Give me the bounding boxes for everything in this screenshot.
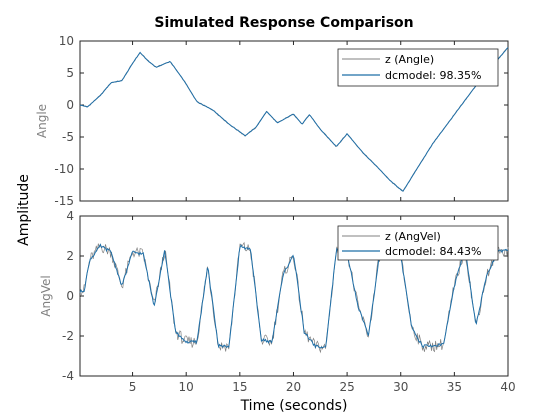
angle-model-line [79, 47, 509, 192]
x-tick-label: 20 [286, 380, 301, 394]
x-tick-label: 40 [500, 380, 515, 394]
angvel-model-line [79, 243, 509, 349]
angvel-legend: z (AngVel) dcmodel: 84.43% [337, 225, 499, 261]
x-tick-label: 10 [179, 380, 194, 394]
angvel-x-ticks: 5 10 15 20 25 30 35 40 [129, 216, 516, 394]
angvel-legend-box [337, 225, 499, 261]
angvel-panel: 5 10 15 20 25 30 35 40 -4 -2 0 2 4 AngVel z (AngVel… [39, 209, 516, 394]
angvel-legend-measured-label: z (AngVel) [385, 230, 441, 243]
angle-legend-model-label: dcmodel: 98.35% [385, 69, 481, 82]
angvel-y-ticks: -4 -2 0 2 4 [62, 209, 508, 383]
angvel-legend-model-label: dcmodel: 84.43% [385, 245, 481, 258]
angle-legend: z (Angle) dcmodel: 98.35% [337, 48, 499, 87]
angle-y-ticks: -15 -10 -5 0 5 10 [54, 34, 508, 208]
y-tick-label: -15 [54, 194, 74, 208]
angle-legend-measured-label: z (Angle) [385, 53, 434, 66]
y-tick-label: 5 [66, 66, 74, 80]
y-tick-label: 2 [66, 249, 74, 263]
y-tick-label: -4 [62, 369, 74, 383]
y-tick-label: 4 [66, 209, 74, 223]
angvel-y-label: AngVel [39, 275, 53, 316]
y-tick-label: -10 [54, 162, 74, 176]
y-tick-label: 10 [59, 34, 74, 48]
x-tick-label: 25 [339, 380, 354, 394]
y-tick-label: 0 [66, 289, 74, 303]
angle-x-ticks [132, 41, 509, 201]
y-axis-label: Amplitude [16, 174, 32, 246]
y-tick-label: -2 [62, 329, 74, 343]
y-tick-label: 0 [66, 98, 74, 112]
chart-title: Simulated Response Comparison [154, 15, 413, 31]
y-tick-label: -5 [62, 130, 74, 144]
angle-panel: -15 -10 -5 0 5 10 Angle z (Angle) dcmodel: 98… [35, 34, 509, 208]
x-tick-label: 35 [447, 380, 462, 394]
x-tick-label: 15 [232, 380, 247, 394]
x-axis-label: Time (seconds) [240, 398, 348, 414]
x-tick-label: 30 [393, 380, 408, 394]
angle-legend-box [337, 48, 499, 87]
x-tick-label: 5 [129, 380, 137, 394]
angle-y-label: Angle [35, 104, 49, 138]
